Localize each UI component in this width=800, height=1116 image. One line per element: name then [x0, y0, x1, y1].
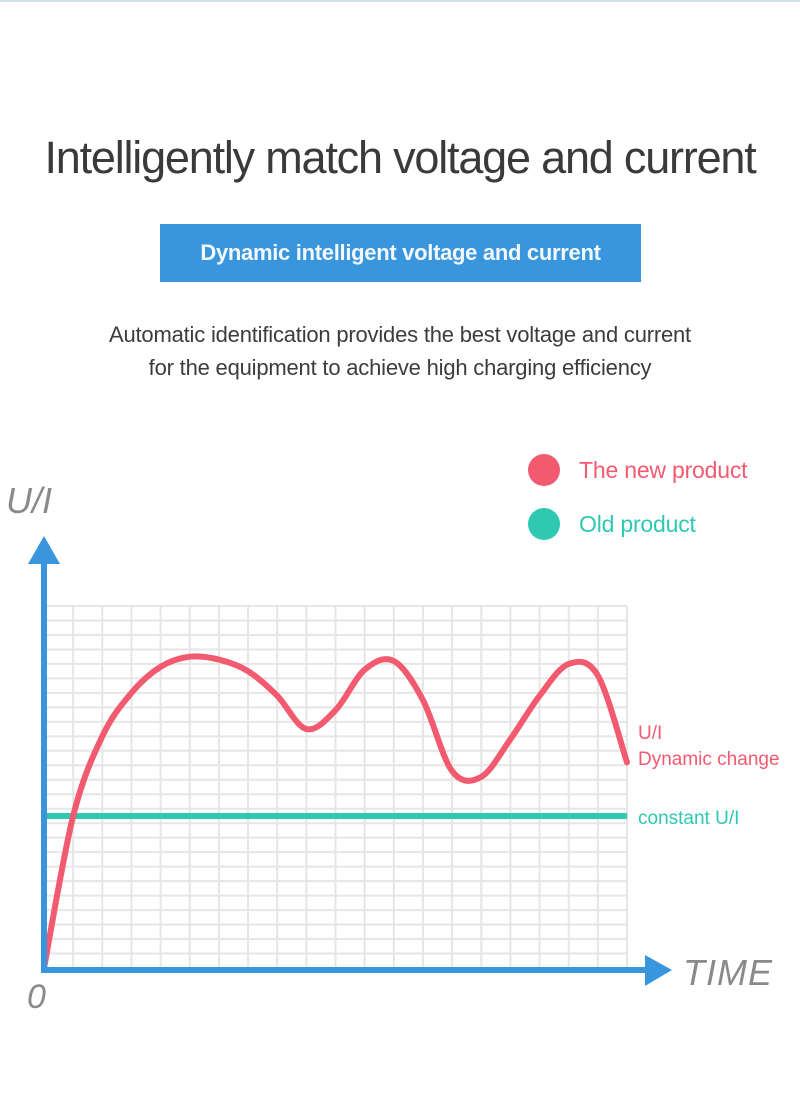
annotation-line-2: Dynamic change [638, 749, 780, 770]
new-product-dot-icon [528, 454, 560, 486]
y-axis-arrow-icon [28, 536, 60, 564]
legend-label: The new product [579, 456, 748, 483]
origin-label: 0 [27, 978, 46, 1016]
legend-item-old-product: Old product [528, 506, 747, 542]
chart-grid [43, 605, 628, 969]
chart-legend: The new product Old product [528, 452, 748, 560]
x-axis-label: TIME [683, 952, 773, 993]
x-axis-arrow-icon [645, 955, 672, 986]
feature-banner: Dynamic intelligent voltage and current [160, 224, 641, 282]
y-axis-label: U/I [6, 480, 53, 521]
annotation-line-1: U/I [638, 723, 663, 744]
legend-item-new-product: The new product [528, 452, 748, 488]
top-divider [0, 0, 800, 2]
page-title: Intelligently match voltage and current [44, 132, 756, 183]
constant-annotation: constant U/I [638, 808, 740, 829]
subtitle: Automatic identification provides the be… [0, 318, 800, 384]
dynamic-change-annotation: U/I Dynamic change [638, 721, 780, 773]
subtitle-line-1: Automatic identification provides the be… [109, 322, 691, 347]
old-product-dot-icon [528, 508, 560, 540]
legend-label: Old product [579, 510, 696, 537]
new-product-curve [41, 653, 630, 971]
subtitle-line-2: for the equipment to achieve high chargi… [148, 355, 652, 380]
